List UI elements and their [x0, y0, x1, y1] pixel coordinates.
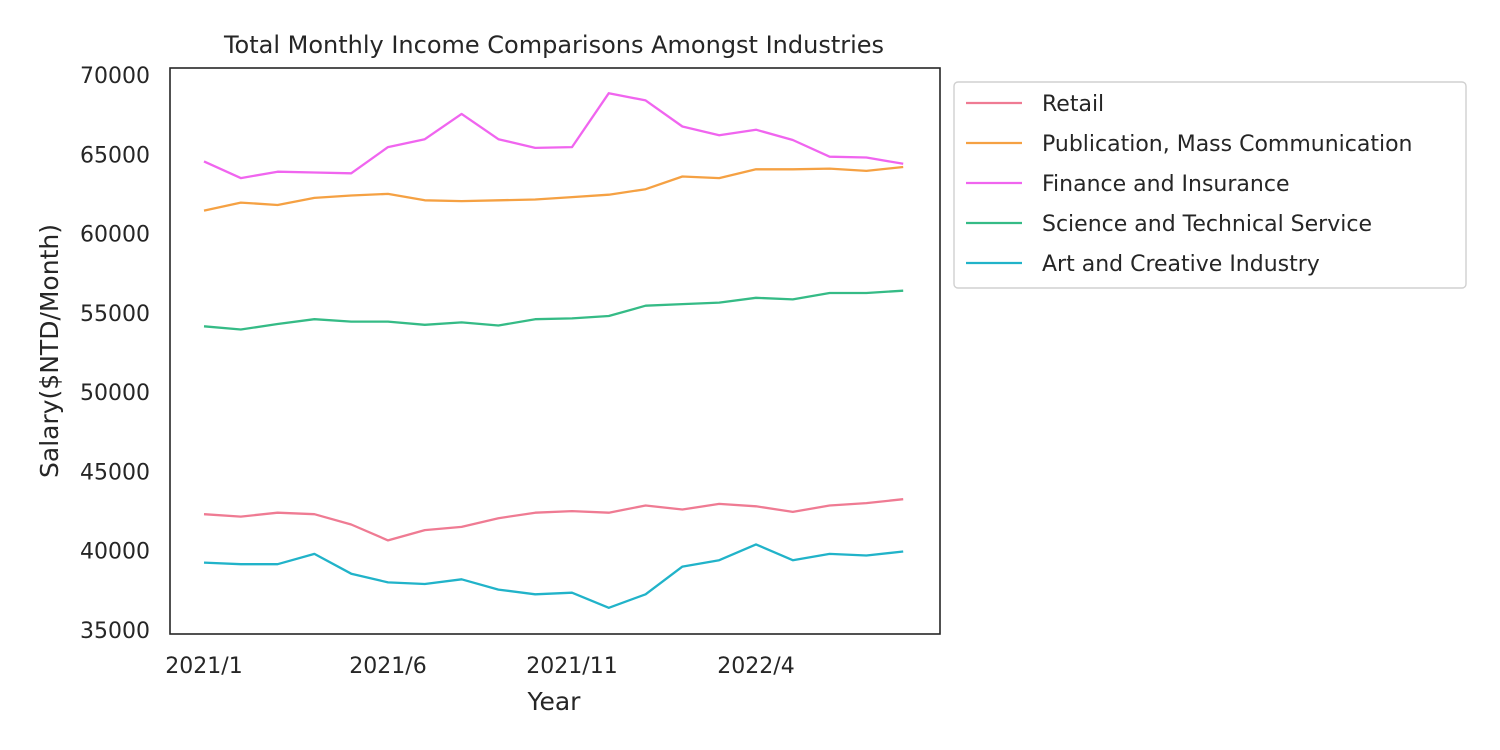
x-tick-label: 2021/11 — [526, 654, 617, 679]
x-axis-label: Year — [527, 687, 582, 716]
legend-frame — [953, 81, 1467, 289]
legend-label: Publication, Mass Communication — [1042, 132, 1413, 157]
series-line-finance-and-insurance — [203, 92, 904, 180]
legend-label: Finance and Insurance — [1042, 172, 1289, 197]
y-tick-label: 35000 — [80, 619, 150, 644]
x-tick-label: 2022/4 — [717, 654, 794, 679]
y-tick-label: 45000 — [80, 460, 150, 485]
series-line-publication-mass-communication — [203, 165, 904, 212]
x-tick-label: 2021/1 — [165, 654, 242, 679]
y-tick-label: 55000 — [80, 302, 150, 327]
y-tick-label: 50000 — [80, 381, 150, 406]
chart-title: Total Monthly Income Comparisons Amongst… — [223, 31, 884, 59]
x-axis-ticks: 2021/1 2021/6 2021/11 2022/4 — [165, 654, 794, 679]
y-axis-label: Salary($NTD/Month) — [35, 224, 64, 478]
series-line-science-and-technical-service — [203, 289, 904, 331]
y-tick-label: 40000 — [80, 540, 150, 565]
legend-label: Retail — [1042, 92, 1104, 117]
y-axis-ticks: 35000 40000 45000 50000 55000 60000 65000 70000 — [80, 64, 150, 644]
legend-label: Science and Technical Service — [1042, 212, 1372, 237]
series-line-art-and-creative-industry — [203, 543, 904, 609]
legend-label: Art and Creative Industry — [1042, 252, 1320, 277]
plot-frame — [169, 67, 941, 635]
series-lines — [203, 92, 904, 609]
series-line-retail — [203, 498, 904, 542]
y-tick-label: 60000 — [80, 223, 150, 248]
x-tick-label: 2021/6 — [349, 654, 426, 679]
y-tick-label: 70000 — [80, 64, 150, 89]
y-tick-label: 65000 — [80, 143, 150, 168]
legend-items: Retail Publication, Mass Communication Fin… — [966, 92, 1413, 277]
legend: Retail Publication, Mass Communication Fin… — [953, 81, 1467, 289]
